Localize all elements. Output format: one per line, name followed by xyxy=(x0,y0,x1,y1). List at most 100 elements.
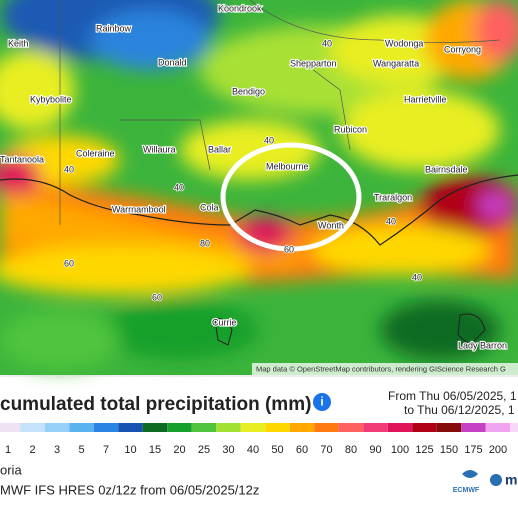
contour-label: 60 xyxy=(152,292,162,302)
contour-label: 60 xyxy=(64,258,74,268)
legend-swatch xyxy=(338,423,364,432)
legend-label: 50 xyxy=(271,444,283,456)
place-labels: Koondrook Rainbow Keith Donald Shepparto… xyxy=(0,2,508,351)
period-from: From Thu 06/05/2025, 1 xyxy=(388,389,517,403)
legend-label: 3 xyxy=(54,444,60,456)
panel-title: cumulated total precipitation (mm) xyxy=(0,394,311,415)
map[interactable]: Koondrook Rainbow Keith Donald Shepparto… xyxy=(0,0,518,375)
legend-label: 20 xyxy=(173,444,185,456)
legend-swatch xyxy=(265,423,290,432)
legend-swatch xyxy=(216,423,241,432)
place-label: Rainbow xyxy=(96,23,132,33)
legend-swatch xyxy=(142,423,168,432)
model-run: MWF IFS HRES 0z/12z from 06/05/2025/12z xyxy=(0,482,259,497)
legend-label: 175 xyxy=(464,444,482,456)
logo2-text: m xyxy=(505,472,517,488)
contour-label: 40 xyxy=(64,164,74,174)
contour-labels: 40 40 40 40 40 60 60 60 80 40 xyxy=(63,38,423,304)
place-label: Ballar xyxy=(208,144,231,154)
legend-swatch xyxy=(191,423,217,432)
logo-mark xyxy=(462,470,478,478)
legend-swatch xyxy=(485,423,511,432)
legend-label: 40 xyxy=(247,444,259,456)
boundaries xyxy=(59,0,501,225)
info-icon[interactable] xyxy=(313,393,331,411)
legend-swatch xyxy=(412,423,437,432)
place-label: Bairnsdale xyxy=(425,164,468,174)
legend-label: 2 xyxy=(29,444,35,456)
logo-text: ECMWF xyxy=(453,487,480,494)
highlight-circle xyxy=(220,142,362,252)
place-label: Donald xyxy=(158,57,187,67)
period-to: to Thu 06/12/2025, 1 xyxy=(404,403,515,417)
legend-label: 10 xyxy=(124,444,136,456)
contour-label: 40 xyxy=(264,135,274,145)
island xyxy=(214,318,233,346)
precip-field xyxy=(0,0,518,370)
legend-swatch xyxy=(240,423,266,432)
legend: 1 2 3 5 7 10 15 20 25 30 40 50 60 70 80 90 100 125 150 175 2… xyxy=(0,423,518,456)
legend-label: 80 xyxy=(345,444,357,456)
region: oria xyxy=(0,462,22,477)
place-label: Tantanoola xyxy=(0,154,44,164)
place-label: Willaura xyxy=(143,144,176,154)
contour-label: 40 xyxy=(322,38,332,48)
legend-swatch xyxy=(436,423,462,432)
legend-swatch xyxy=(461,423,486,432)
legend-label: 15 xyxy=(149,444,161,456)
legend-swatch xyxy=(314,423,339,432)
legend-swatch xyxy=(289,423,315,432)
legend-swatch xyxy=(510,423,518,432)
contour-label: 60 xyxy=(284,244,294,254)
legend-swatch xyxy=(20,423,45,432)
legend-swatch xyxy=(387,423,413,432)
legend-label: 70 xyxy=(320,444,332,456)
legend-swatch xyxy=(363,423,388,432)
info-icon-glyph: i xyxy=(320,395,323,409)
legend-label: 200 xyxy=(489,444,507,456)
place-label: Cola xyxy=(200,202,219,212)
legend-swatch xyxy=(118,423,143,432)
legend-label: 125 xyxy=(415,444,433,456)
place-label: Warrnambool xyxy=(112,204,166,214)
attribution: Map data © OpenStreetMap contributors, r… xyxy=(256,364,506,373)
place-label: Corryong xyxy=(444,44,481,54)
place-label: Wodonga xyxy=(385,38,423,48)
island xyxy=(457,313,486,346)
place-label: Rubicon xyxy=(334,124,367,134)
legend-swatch xyxy=(69,423,94,432)
place-label: Wangaratta xyxy=(373,58,419,68)
place-label: Shepparton xyxy=(290,58,337,68)
legend-label: 5 xyxy=(78,444,84,456)
legend-swatch xyxy=(93,423,119,432)
legend-swatch xyxy=(167,423,192,432)
legend-label: 30 xyxy=(222,444,234,456)
legend-swatch xyxy=(0,423,21,432)
place-label: Traralgon xyxy=(374,192,412,202)
place-label: Lady Barron xyxy=(458,340,507,350)
contour-label: 40 xyxy=(412,272,422,282)
coastline xyxy=(0,174,518,246)
legend-label: 1 xyxy=(5,444,11,456)
place-label: Currie xyxy=(212,317,237,327)
legend-label: 7 xyxy=(103,444,109,456)
place-label: Kybybolite xyxy=(30,94,72,104)
place-label: Melbourne xyxy=(266,161,309,171)
legend-label: 90 xyxy=(369,444,381,456)
legend-label: 60 xyxy=(296,444,308,456)
legend-label: 150 xyxy=(440,444,458,456)
legend-swatch xyxy=(44,423,70,432)
place-label: Koondrook xyxy=(218,3,262,13)
attribution-bg xyxy=(252,363,518,375)
place-label: Bendigo xyxy=(232,86,265,96)
logo2-mark xyxy=(490,474,502,486)
contour-label: 40 xyxy=(174,182,184,192)
legend-label: 25 xyxy=(198,444,210,456)
place-label: Harrietville xyxy=(404,94,447,104)
place-label: Keith xyxy=(8,38,29,48)
contour-label: 80 xyxy=(200,238,210,248)
contour-label: 40 xyxy=(386,216,396,226)
legend-label: 100 xyxy=(391,444,409,456)
place-label: Wonth xyxy=(318,220,344,230)
